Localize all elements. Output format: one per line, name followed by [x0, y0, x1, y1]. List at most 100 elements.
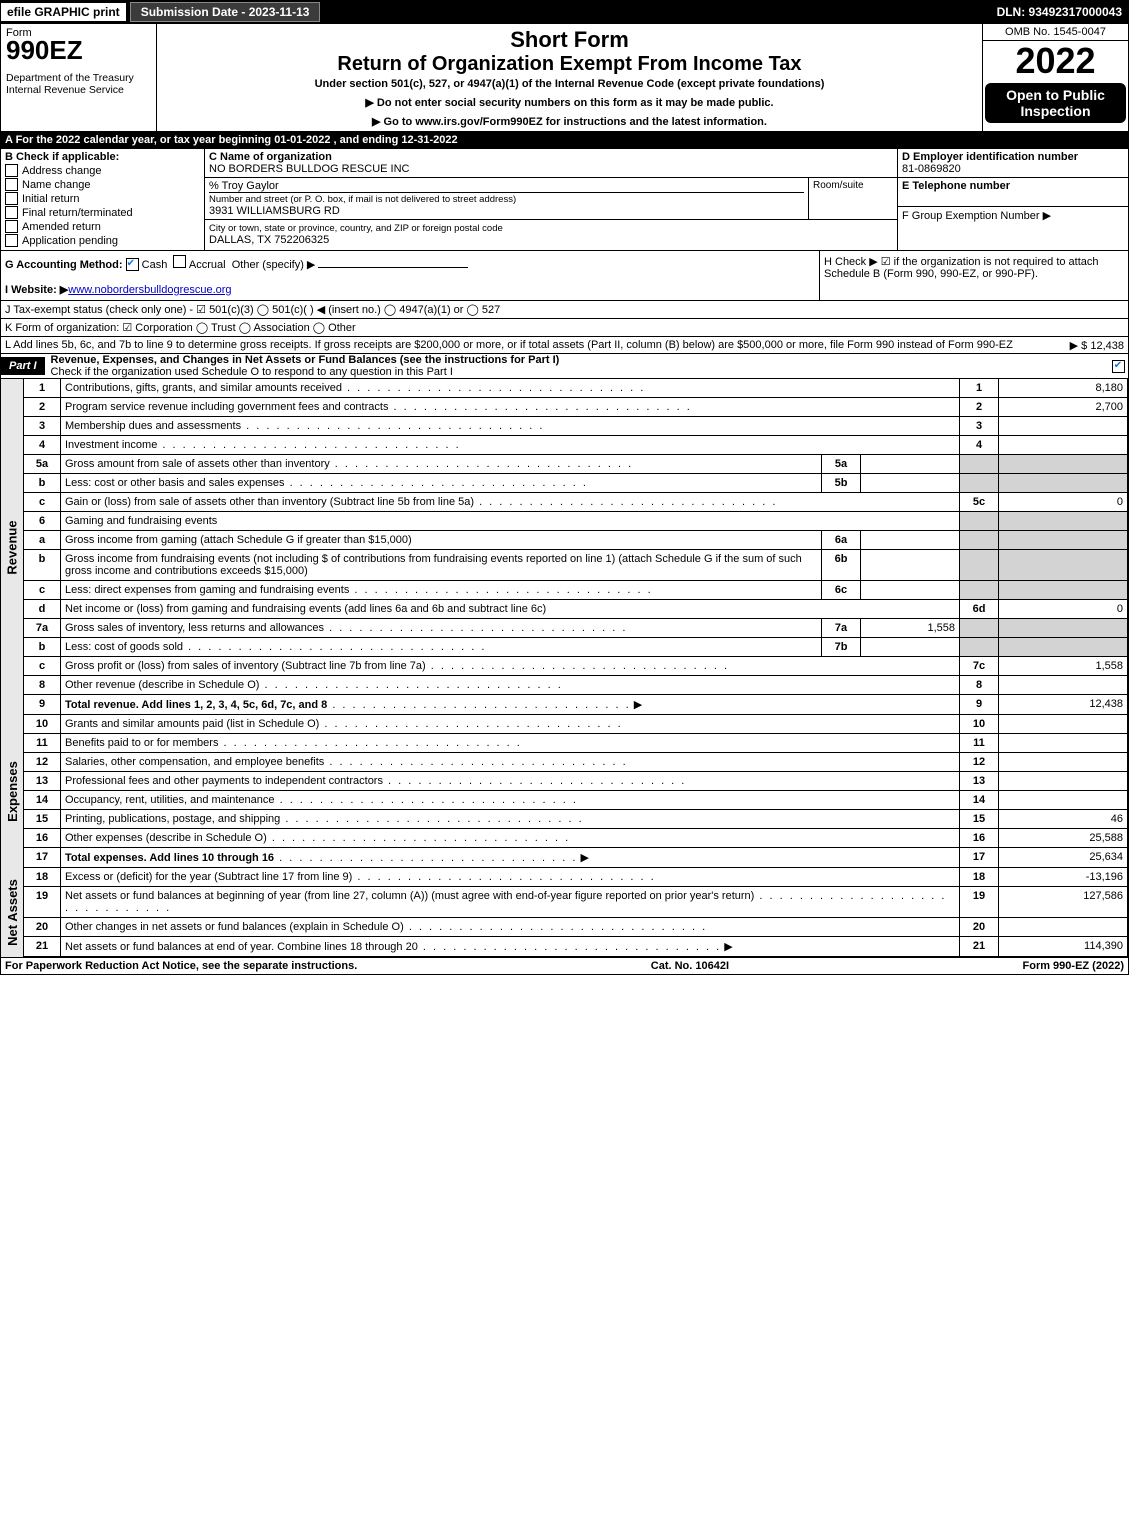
line-3: 3Membership dues and assessments3 [24, 417, 1128, 436]
line-6a: aGross income from gaming (attach Schedu… [24, 531, 1128, 550]
footer-center: Cat. No. 10642I [651, 960, 729, 972]
part1-header: Part I Revenue, Expenses, and Changes in… [0, 354, 1129, 379]
cb-amended-return[interactable]: Amended return [5, 220, 200, 233]
page-footer: For Paperwork Reduction Act Notice, see … [0, 958, 1129, 975]
line-16: 16Other expenses (describe in Schedule O… [24, 829, 1128, 848]
line-14: 14Occupancy, rent, utilities, and mainte… [24, 791, 1128, 810]
header-left: Form 990EZ Department of the Treasury In… [1, 24, 157, 131]
dept-treasury: Department of the Treasury Internal Reve… [6, 72, 151, 96]
line-2: 2Program service revenue including gover… [24, 398, 1128, 417]
header-right: OMB No. 1545-0047 2022 Open to Public In… [982, 24, 1128, 131]
website-link[interactable]: www.nobordersbulldogrescue.org [68, 284, 231, 296]
section-h: H Check ▶ ☑ if the organization is not r… [819, 251, 1128, 300]
footer-left: For Paperwork Reduction Act Notice, see … [5, 960, 357, 972]
room-suite: Room/suite [808, 178, 897, 219]
line-20: 20Other changes in net assets or fund ba… [24, 918, 1128, 937]
part1-checkbox[interactable] [1108, 360, 1128, 373]
expenses-block: Expenses 10Grants and similar amounts pa… [0, 715, 1129, 868]
line-6: 6Gaming and fundraising events [24, 512, 1128, 531]
section-c-name: C Name of organization NO BORDERS BULLDO… [205, 149, 897, 178]
section-e: E Telephone number [898, 178, 1128, 207]
line-6d: dNet income or (loss) from gaming and fu… [24, 600, 1128, 619]
line-5a: 5aGross amount from sale of assets other… [24, 455, 1128, 474]
section-c-street-row: % Troy Gaylor Number and street (or P. O… [205, 178, 897, 220]
revenue-block: Revenue 1Contributions, gifts, grants, a… [0, 379, 1129, 715]
expenses-table: 10Grants and similar amounts paid (list … [24, 715, 1128, 868]
section-j: J Tax-exempt status (check only one) - ☑… [0, 301, 1129, 319]
omb-number: OMB No. 1545-0047 [983, 24, 1128, 41]
goto-link[interactable]: ▶ Go to www.irs.gov/Form990EZ for instru… [161, 115, 978, 128]
section-gh: G Accounting Method: Cash Accrual Other … [0, 251, 1129, 301]
line-7b: bLess: cost of goods sold7b [24, 638, 1128, 657]
line-4: 4Investment income4 [24, 436, 1128, 455]
cb-application-pending[interactable]: Application pending [5, 234, 200, 247]
street-label: Number and street (or P. O. box, if mail… [209, 192, 804, 205]
form-code: 990EZ [6, 35, 151, 66]
netassets-block: Net Assets 18Excess or (deficit) for the… [0, 868, 1129, 958]
line-1: 1Contributions, gifts, grants, and simil… [24, 379, 1128, 398]
line-6b: bGross income from fundraising events (n… [24, 550, 1128, 581]
line-12: 12Salaries, other compensation, and empl… [24, 753, 1128, 772]
line-7c: cGross profit or (loss) from sales of in… [24, 657, 1128, 676]
line-9: 9Total revenue. Add lines 1, 2, 3, 4, 5c… [24, 695, 1128, 715]
cb-cash[interactable] [126, 258, 139, 271]
line-a: A For the 2022 calendar year, or tax yea… [0, 132, 1129, 149]
line-8: 8Other revenue (describe in Schedule O)8 [24, 676, 1128, 695]
cb-accrual[interactable] [173, 255, 186, 268]
expenses-side-label: Expenses [1, 715, 24, 868]
section-b-title: B Check if applicable: [5, 151, 200, 163]
ein-value: 81-0869820 [902, 163, 961, 175]
netassets-side-label: Net Assets [1, 868, 24, 957]
line-6c: cLess: direct expenses from gaming and f… [24, 581, 1128, 600]
tax-year: 2022 [983, 41, 1128, 81]
top-bar-left: efile GRAPHIC print Submission Date - 20… [1, 2, 320, 22]
revenue-side-label: Revenue [1, 379, 24, 715]
cb-address-change[interactable]: Address change [5, 164, 200, 177]
under-section-text: Under section 501(c), 527, or 4947(a)(1)… [161, 78, 978, 90]
section-b: B Check if applicable: Address change Na… [1, 149, 205, 250]
netassets-table: 18Excess or (deficit) for the year (Subt… [24, 868, 1128, 957]
cb-initial-return[interactable]: Initial return [5, 192, 200, 205]
org-name: NO BORDERS BULLDOG RESCUE INC [209, 163, 409, 175]
line-5b: bLess: cost or other basis and sales exp… [24, 474, 1128, 493]
top-bar: efile GRAPHIC print Submission Date - 20… [0, 0, 1129, 24]
other-method-field[interactable] [318, 267, 468, 268]
form-header: Form 990EZ Department of the Treasury In… [0, 24, 1129, 132]
revenue-table: 1Contributions, gifts, grants, and simil… [24, 379, 1128, 715]
open-public-badge: Open to Public Inspection [985, 83, 1126, 123]
section-l: L Add lines 5b, 6c, and 7b to line 9 to … [0, 337, 1129, 354]
section-f: F Group Exemption Number ▶ [898, 207, 1128, 224]
city-st-zip: DALLAS, TX 752206325 [209, 234, 329, 246]
line-l-amount: ▶ $ 12,438 [1070, 339, 1124, 352]
city-label: City or town, state or province, country… [209, 223, 503, 234]
section-d: D Employer identification number 81-0869… [898, 149, 1128, 178]
section-c: C Name of organization NO BORDERS BULLDO… [205, 149, 897, 250]
line-15: 15Printing, publications, postage, and s… [24, 810, 1128, 829]
street-address: 3931 WILLIAMSBURG RD [209, 205, 340, 217]
section-c-city: City or town, state or province, country… [205, 220, 897, 248]
footer-right: Form 990-EZ (2022) [1023, 960, 1124, 972]
dln-label: DLN: 93492317000043 [997, 5, 1128, 19]
care-of: % Troy Gaylor [209, 180, 279, 192]
cb-final-return[interactable]: Final return/terminated [5, 206, 200, 219]
line-5c: cGain or (loss) from sale of assets othe… [24, 493, 1128, 512]
header-center: Short Form Return of Organization Exempt… [157, 24, 982, 131]
line-10: 10Grants and similar amounts paid (list … [24, 715, 1128, 734]
section-k: K Form of organization: ☑ Corporation ◯ … [0, 319, 1129, 337]
line-19: 19Net assets or fund balances at beginni… [24, 887, 1128, 918]
line-11: 11Benefits paid to or for members11 [24, 734, 1128, 753]
efile-print-button[interactable]: efile GRAPHIC print [1, 3, 126, 21]
line-13: 13Professional fees and other payments t… [24, 772, 1128, 791]
line-18: 18Excess or (deficit) for the year (Subt… [24, 868, 1128, 887]
section-bcdef: B Check if applicable: Address change Na… [0, 149, 1129, 251]
part1-title: Revenue, Expenses, and Changes in Net As… [45, 354, 1108, 378]
submission-date-button[interactable]: Submission Date - 2023-11-13 [130, 2, 321, 22]
return-title: Return of Organization Exempt From Incom… [161, 53, 978, 76]
line-7a: 7aGross sales of inventory, less returns… [24, 619, 1128, 638]
cb-name-change[interactable]: Name change [5, 178, 200, 191]
no-ssn-text: ▶ Do not enter social security numbers o… [161, 96, 978, 109]
short-form-title: Short Form [161, 27, 978, 53]
line-21: 21Net assets or fund balances at end of … [24, 937, 1128, 957]
section-def: D Employer identification number 81-0869… [897, 149, 1128, 250]
line-17: 17Total expenses. Add lines 10 through 1… [24, 848, 1128, 868]
